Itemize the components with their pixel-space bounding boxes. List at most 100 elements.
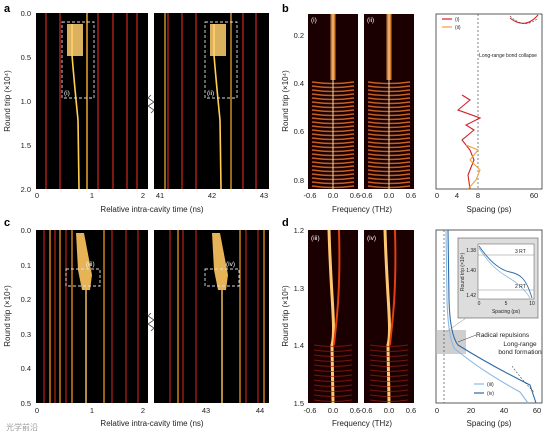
panel-d-ylabel: Round trip (×10⁵): [281, 285, 290, 347]
spectrum-iv-label: (iv): [367, 235, 376, 242]
panel-a-stripes: [45, 13, 257, 190]
xtick: -0.6: [304, 406, 317, 415]
panel-c-xlabel: Relative intra-cavity time (ns): [100, 419, 203, 428]
xtick: 0.0: [328, 406, 338, 415]
panel-b-yticks: 0.2 0.4 0.6 0.8: [294, 31, 304, 185]
xtick: 44: [256, 406, 264, 415]
ytick: 1.5: [21, 141, 31, 150]
spacing-traces-d: [445, 229, 537, 404]
molecule-i: [67, 24, 83, 56]
ytick: 0.1: [21, 261, 31, 270]
box-iv: [204, 268, 240, 287]
fringe: [369, 394, 409, 397]
xtick: -0.6: [360, 191, 373, 200]
spectrum-core: [383, 229, 392, 404]
inset-xlabel: Spacing (ps): [492, 309, 520, 315]
panel-a: a (i) (ii) 0.0 0.5 1.0 1.5 2.0 Round tri…: [3, 3, 269, 214]
panel-d-spacing-xticks: 0 20 40 60: [435, 406, 541, 415]
fringe: [369, 379, 409, 382]
box-i-label: (i): [64, 90, 70, 97]
fringe: [313, 399, 353, 402]
xtick: 4: [455, 191, 459, 200]
ytick: 1.0: [21, 97, 31, 106]
fringe: [369, 364, 409, 367]
fringe: [369, 399, 409, 402]
ytick: 1.2: [294, 226, 304, 235]
panel-d-spectra: [313, 229, 409, 404]
ytick: 0.0: [21, 226, 31, 235]
fringe: [313, 384, 353, 387]
highlight-region: [436, 330, 466, 354]
fringe: [313, 359, 353, 362]
inset-xtick: 5: [505, 301, 508, 307]
fringe: [313, 369, 353, 372]
fringe: [369, 384, 409, 387]
legend-iii: (iii): [487, 382, 494, 388]
legend-i: (i): [455, 17, 460, 23]
fringe: [369, 359, 409, 362]
xtick: 2: [141, 191, 145, 200]
xtick: 2: [141, 406, 145, 415]
inset-ytick: 1.42: [466, 293, 476, 299]
xtick: 60: [530, 191, 538, 200]
xtick: 0.6: [350, 191, 360, 200]
xtick: -0.6: [304, 191, 317, 200]
spacing-plot-b: [435, 13, 543, 190]
panel-b-spacing-xlabel: Spacing (ps): [467, 205, 512, 214]
inset-mark-2rt: 2 RT: [515, 284, 526, 290]
spectrum-core: [327, 229, 336, 404]
panel-b-spectra: [311, 14, 411, 189]
xtick: 0.6: [406, 191, 416, 200]
panel-b-ylabel: Round trip (×10⁴): [281, 70, 290, 132]
fringe: [313, 394, 353, 397]
inset-xtick: 0: [478, 301, 481, 307]
xtick: 0.0: [384, 191, 394, 200]
panel-c-yticks: 0.0 0.1 0.2 0.3 0.4 0.5: [21, 226, 31, 408]
panel-a-ylabel: Round trip (×10⁴): [3, 70, 12, 132]
inset-ytick: 1.38: [466, 248, 476, 254]
ytick: 0.6: [294, 127, 304, 136]
spacing-trace-iii: [445, 229, 529, 404]
fringe: [369, 354, 409, 357]
panel-a-xlabel: Relative intra-cavity time (ns): [100, 205, 203, 214]
radical-arrow: [457, 334, 477, 343]
fringe: [313, 344, 353, 347]
xtick: 41: [156, 191, 164, 200]
legend-iv: (iv): [487, 391, 494, 397]
annotation-collapse: Long-range bond collapse: [479, 53, 537, 59]
fringe: [369, 374, 409, 377]
spectrum-ii-label: (ii): [367, 17, 374, 24]
spacing-trace-i: [456, 94, 482, 190]
xtick: 0.6: [406, 406, 416, 415]
panel-a-yticks: 0.0 0.5 1.0 1.5 2.0: [21, 9, 31, 194]
inset-connector: [445, 317, 467, 333]
axis-break-c: [148, 230, 154, 403]
fringe: [369, 369, 409, 372]
ytick: 0.3: [21, 330, 31, 339]
xtick: 1: [90, 191, 94, 200]
box-iii: [65, 268, 101, 287]
xtick: 40: [500, 406, 508, 415]
box-ii: [204, 21, 238, 99]
fringe: [369, 389, 409, 392]
box-ii-label: (ii): [207, 90, 214, 97]
panel-c-ylabel: Round trip (×10⁴): [3, 285, 12, 347]
xtick: 8: [476, 191, 480, 200]
xtick: 43: [202, 406, 210, 415]
ytick: 1.3: [294, 284, 304, 293]
fringe: [313, 349, 353, 352]
panel-a-xticks: 0 1 2 41 42 43: [35, 191, 268, 200]
legend-b: (i) (ii): [442, 17, 461, 31]
watermark: 光学前沿: [6, 422, 38, 432]
xtick: 43: [260, 191, 268, 200]
panel-b: b (i) (ii) 0.2 0.4 0.6 0.8 Round trip (×…: [281, 3, 543, 214]
panel-c-xticks: 0 1 2 43 44: [35, 406, 264, 415]
panel-d-yticks: 1.2 1.3 1.4 1.5: [294, 226, 304, 408]
fringe: [313, 374, 353, 377]
inset: 3 RT 2 RT 1.38 1.40 1.42 Round trip (×10…: [445, 237, 539, 333]
inset-mark-3rt: 3 RT: [515, 249, 526, 255]
spectrum-iii-label: (iii): [311, 235, 320, 242]
panel-d: d (iii) (iv) 1.2 1.3 1.4 1.5 Round trip …: [281, 217, 543, 428]
fringe: [313, 379, 353, 382]
ytick: 0.2: [294, 31, 304, 40]
